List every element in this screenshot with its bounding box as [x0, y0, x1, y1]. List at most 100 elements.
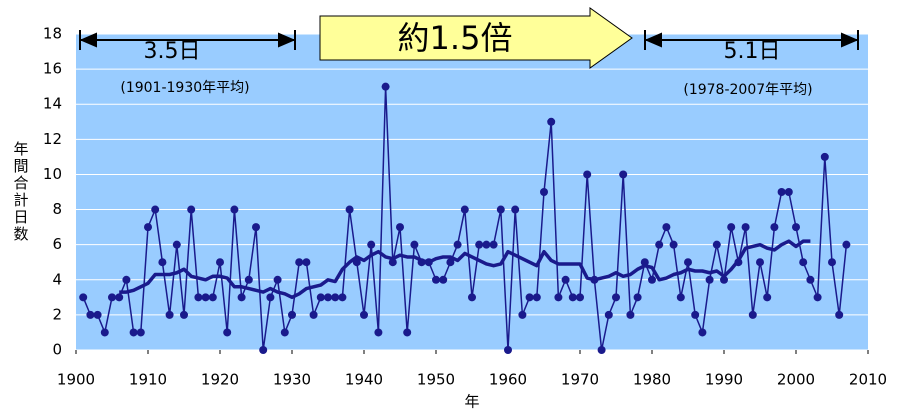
data-point: [446, 258, 455, 267]
data-point: [504, 346, 512, 354]
data-point: [496, 205, 505, 214]
data-point: [93, 310, 102, 319]
x-tick-label: 2000: [777, 371, 815, 389]
data-point: [583, 170, 592, 179]
y-tick-label: 4: [52, 270, 62, 288]
data-point: [453, 240, 462, 249]
data-point: [820, 152, 829, 161]
data-point: [136, 328, 145, 337]
y-tick-label: 0: [52, 341, 62, 359]
data-point: [770, 223, 779, 232]
data-point: [640, 258, 649, 267]
x-tick-label: 1940: [345, 371, 383, 389]
data-point: [122, 275, 131, 284]
data-point: [676, 293, 685, 302]
data-point: [748, 310, 757, 319]
x-tick-label: 2010: [849, 371, 887, 389]
data-point: [280, 328, 289, 337]
marks: [79, 82, 851, 354]
data-point: [712, 240, 721, 249]
data-point: [698, 328, 707, 337]
x-axis-label: 年: [464, 393, 479, 411]
data-point: [633, 293, 642, 302]
data-point: [554, 293, 563, 302]
data-point: [324, 293, 332, 302]
y-axis-label: 年間合計日数: [12, 141, 30, 243]
data-point: [151, 205, 160, 214]
data-point: [518, 310, 527, 319]
data-point: [309, 310, 318, 319]
data-point: [842, 240, 851, 249]
data-point: [626, 310, 635, 319]
data-point: [648, 275, 656, 284]
data-point: [338, 293, 347, 302]
data-point: [216, 258, 224, 267]
data-point: [799, 258, 808, 267]
data-point: [295, 258, 304, 267]
annotation: (1978-2007年平均): [683, 82, 812, 98]
data-point: [79, 293, 88, 302]
data-point: [208, 293, 217, 302]
data-point: [540, 188, 548, 196]
data-point: [172, 240, 181, 249]
y-tick-label: 10: [43, 165, 62, 183]
y-tick-label: 14: [43, 95, 62, 113]
data-point: [302, 258, 311, 267]
data-point: [410, 240, 419, 249]
x-tick-label: 1950: [417, 371, 455, 389]
data-point: [388, 258, 397, 267]
data-point: [720, 275, 728, 284]
data-point: [482, 240, 491, 249]
data-point: [345, 205, 354, 214]
data-point: [230, 205, 239, 214]
x-tick-label: 1900: [57, 371, 95, 389]
data-point: [144, 223, 152, 232]
data-point: [705, 275, 714, 284]
data-point: [813, 293, 822, 302]
data-point: [252, 223, 260, 232]
data-point: [619, 170, 628, 179]
x-tick-label: 1920: [201, 371, 239, 389]
data-point: [237, 293, 246, 302]
annotation: 3.5日: [144, 39, 201, 64]
data-point: [604, 310, 613, 319]
data-point: [194, 293, 203, 302]
data-point: [547, 117, 556, 126]
data-point: [273, 275, 282, 284]
data-point: [367, 240, 376, 249]
data-point: [576, 293, 584, 302]
data-point: [763, 293, 772, 302]
data-point: [288, 310, 296, 319]
data-point: [777, 188, 786, 196]
data-point: [792, 223, 800, 232]
data-point: [381, 82, 390, 91]
data-point: [756, 258, 764, 267]
data-point: [669, 240, 678, 249]
data-point: [360, 310, 368, 319]
data-point: [784, 188, 793, 196]
data-point: [316, 293, 325, 302]
data-point: [432, 275, 440, 284]
y-tick-label: 2: [52, 305, 62, 323]
data-point: [201, 293, 210, 302]
series-line: [119, 239, 811, 300]
data-point: [187, 205, 196, 214]
period-arrow: [79, 30, 859, 50]
data-point: [806, 275, 815, 284]
x-tick-label: 1960: [489, 371, 527, 389]
data-point: [259, 346, 268, 354]
data-point: [727, 223, 736, 232]
annotation: 5.1日: [724, 39, 781, 64]
data-point: [439, 275, 448, 284]
data-point: [684, 258, 692, 267]
data-point: [180, 310, 188, 319]
data-point: [475, 240, 484, 249]
x-tick-label: 1910: [129, 371, 167, 389]
data-point: [468, 293, 476, 302]
y-tick-label: 18: [43, 25, 62, 43]
data-point: [403, 328, 412, 337]
x-tick-label: 1970: [561, 371, 599, 389]
data-point: [691, 310, 700, 319]
data-point: [115, 293, 124, 302]
